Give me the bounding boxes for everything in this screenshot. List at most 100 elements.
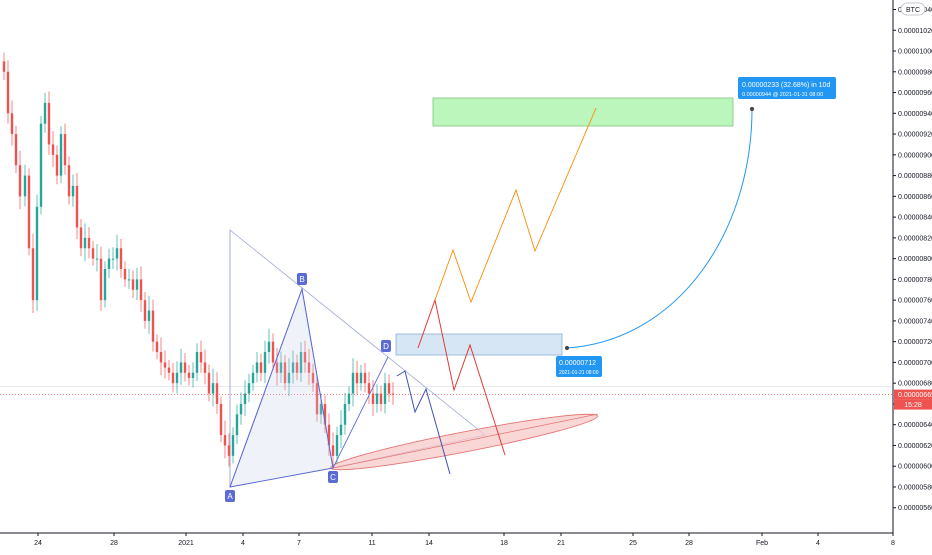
candle-body [83, 237, 87, 249]
candle-body [43, 102, 47, 124]
candle-body [355, 372, 359, 384]
candle-body [6, 71, 10, 114]
candle-body [315, 383, 319, 415]
measure-end-point [750, 107, 754, 111]
candle [303, 340, 307, 373]
y-axis[interactable]: 0.00000560 0.00000580 0.00000600 0.00000620… [892, 0, 932, 533]
projection-path-orange [434, 107, 597, 304]
candle-body [107, 258, 111, 269]
x-axis[interactable]: 24 28 2021 4 7 11 14 18 21 25 28 Feb 4 8 [0, 532, 895, 547]
candle-body [235, 414, 239, 436]
candle [95, 244, 99, 272]
start-tooltip-line2: 2021-01-21 08:00 [559, 370, 599, 376]
candle-body [23, 175, 27, 197]
candle-body [115, 248, 119, 259]
candle-body [291, 362, 295, 373]
candle-body [331, 445, 335, 456]
y-tick-label: 0.00001020 [898, 28, 932, 35]
measure-start-point [565, 346, 569, 350]
candle [67, 156, 71, 205]
candle [119, 238, 123, 278]
candle [339, 410, 343, 448]
candle-body [195, 352, 199, 373]
y-tick-label: 0.00000800 [898, 256, 932, 263]
countdown-badge-box [894, 399, 932, 410]
candle-body [311, 372, 315, 384]
y-tick-label: 0.00000840 [898, 215, 932, 222]
candle-body [319, 403, 323, 415]
candle [39, 115, 43, 215]
candle [375, 384, 379, 413]
candle-body [167, 367, 171, 373]
ellipse-axis [332, 413, 599, 469]
x-tick-label: 4 [241, 540, 245, 547]
current-price-badge: 0.00000669 15:28 [894, 389, 932, 410]
candle [127, 269, 131, 289]
candle-body [27, 175, 31, 249]
candle-body [147, 310, 151, 321]
candle [47, 91, 51, 155]
candle [287, 358, 291, 397]
candle [175, 361, 179, 394]
candle-body [127, 279, 131, 281]
y-tick-label: 0.00000720 [898, 339, 932, 346]
y-tick-label: 0.00000760 [898, 298, 932, 305]
candle-body [63, 134, 67, 166]
candle [115, 234, 119, 271]
candle [275, 347, 279, 386]
candle [10, 100, 14, 146]
countdown-label: 15:28 [904, 402, 922, 409]
measure-tooltip-line1: 0.00000233 (32.68%) in 10d [742, 82, 830, 89]
candle-body [135, 279, 139, 290]
candle [135, 267, 139, 301]
candle-body [227, 445, 231, 456]
candle [235, 404, 239, 445]
x-tick-label: 7 [297, 540, 301, 547]
start-tooltip: 0.00000712 2021-01-21 08:00 [556, 356, 602, 377]
candle [343, 393, 347, 435]
candle [231, 427, 235, 464]
candle [131, 270, 135, 299]
candle [227, 433, 231, 467]
candle [151, 299, 155, 352]
candle-body [31, 248, 35, 301]
pattern-point-box [328, 471, 338, 483]
candle-body [35, 206, 39, 301]
y-tick-label: 0.00000920 [898, 132, 932, 139]
y-tick-label: 0.00000960 [898, 90, 932, 97]
candle [291, 350, 295, 384]
candle [99, 246, 103, 311]
candle [207, 364, 211, 402]
candle [327, 413, 331, 456]
candle [283, 355, 287, 391]
candle [331, 432, 335, 468]
candle-body [307, 362, 311, 373]
target-zone-rect [432, 97, 734, 127]
candle-body [95, 258, 99, 260]
pattern-point-b: B [297, 273, 307, 285]
candle [91, 240, 95, 266]
candle [311, 363, 315, 392]
candle [263, 340, 267, 384]
candle [295, 354, 299, 381]
y-tick-label: 0.00000820 [898, 235, 932, 242]
x-tick-label: 28 [110, 540, 118, 547]
x-tick-label: 21 [557, 540, 565, 547]
y-tick-label: 0.00000680 [898, 381, 932, 388]
start-tooltip-line1: 0.00000712 [559, 360, 596, 367]
candle-body [275, 362, 279, 373]
pattern-point-label: C [330, 473, 336, 482]
candle [147, 295, 151, 334]
candle [155, 334, 159, 360]
candle [379, 385, 383, 412]
candle-body [71, 185, 75, 197]
drawings-front: A B C D 0.00000233 (32.68%) in 10d 0.00000944… [225, 77, 836, 502]
candle [14, 125, 18, 174]
candle-body [79, 227, 83, 249]
candle-body [359, 372, 363, 384]
candle-body [267, 341, 271, 353]
abcd-pattern [229, 287, 389, 488]
candle-body [243, 393, 247, 404]
